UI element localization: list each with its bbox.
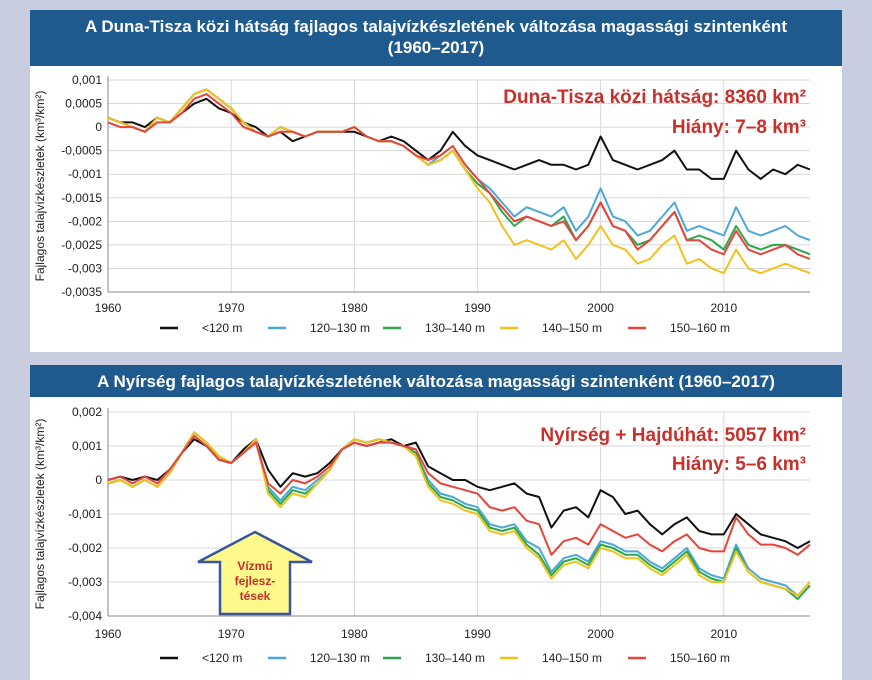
series-line-150-160-m <box>107 434 811 556</box>
y-tick-label: -0,0005 <box>61 144 102 158</box>
arrow-label: fejlesz- <box>235 574 276 588</box>
y-tick-label: 0,001 <box>72 439 102 453</box>
chart-1-subtitle: (1960–2017) <box>387 38 485 57</box>
y-tick-label: -0,002 <box>68 541 102 555</box>
x-tick-label: 1990 <box>464 301 491 315</box>
y-tick-label: -0,003 <box>68 575 102 589</box>
chart-panel-1 <box>30 10 842 352</box>
legend-label: 130–140 m <box>425 321 485 335</box>
legend-label: <120 m <box>202 651 242 665</box>
water-works-arrow <box>197 530 313 616</box>
series-line--120-m <box>107 97 811 180</box>
chart-panel-2 <box>30 365 842 680</box>
arrow-label: Vízmű <box>237 559 272 573</box>
y-tick-label: 0 <box>95 473 102 487</box>
legend-label: 130–140 m <box>425 651 485 665</box>
series-line-140-150-m <box>107 88 811 275</box>
chart-1-title-bar: A Duna-Tisza közi hátság fajlagos talajv… <box>30 10 842 66</box>
x-tick-label: 1970 <box>218 627 245 641</box>
y-tick-label: -0,001 <box>68 167 102 181</box>
series-line-130-140-m <box>107 88 811 256</box>
legend-label: <120 m <box>202 321 242 335</box>
legend-label: 120–130 m <box>310 321 370 335</box>
legend-label: 140–150 m <box>542 321 602 335</box>
chart-2-title-bar: A Nyírség fajlagos talajvízkészletének v… <box>30 365 842 397</box>
x-tick-label: 2010 <box>710 627 737 641</box>
y-tick-label: 0 <box>95 120 102 134</box>
x-tick-label: 2000 <box>587 627 614 641</box>
y-tick-label: -0,001 <box>68 507 102 521</box>
region-area-annotation: Duna-Tisza közi hátság: 8360 km² <box>503 87 806 108</box>
y-tick-label: -0,0015 <box>61 191 102 205</box>
series-line-140-150-m <box>107 431 811 597</box>
x-tick-label: 1990 <box>464 627 491 641</box>
y-tick-label: -0,003 <box>68 261 102 275</box>
chart-1-plot: 0,001 0,0005 0 -0,0005 -0,001 -0,0015 -0,002 -0… <box>33 73 811 335</box>
x-tick-label: 1970 <box>218 301 245 315</box>
y-tick-label: -0,0035 <box>61 285 102 299</box>
deficit-annotation: Hiány: 5–6 km³ <box>672 454 806 475</box>
x-tick-label: 2010 <box>710 301 737 315</box>
x-tick-label: 2000 <box>587 301 614 315</box>
legend-label: 120–130 m <box>310 651 370 665</box>
deficit-annotation: Hiány: 7–8 km³ <box>672 117 806 138</box>
x-tick-label: 1960 <box>95 627 122 641</box>
y-tick-label: -0,002 <box>68 214 102 228</box>
series-line-150-160-m <box>107 93 811 260</box>
legend-label: 140–150 m <box>542 651 602 665</box>
y-axis-label: Fajlagos talajvízkészletek (km³/km²) <box>33 419 47 610</box>
x-tick-label: 1960 <box>95 301 122 315</box>
y-tick-label: 0,002 <box>72 405 102 419</box>
y-axis-label: Fajlagos talajvízkészletek (km³/km²) <box>33 91 47 282</box>
legend-label: 150–160 m <box>670 321 730 335</box>
region-area-annotation: Nyírség + Hajdúhát: 5057 km² <box>540 425 806 446</box>
chart-1-title: A Duna-Tisza közi hátság fajlagos talajv… <box>85 17 787 36</box>
y-tick-label: 0,001 <box>72 73 102 87</box>
y-tick-label: 0,0005 <box>65 97 102 111</box>
series-line-120-130-m <box>107 88 811 242</box>
y-tick-label: -0,004 <box>68 609 102 623</box>
chart-2-title: A Nyírség fajlagos talajvízkészletének v… <box>97 372 775 391</box>
x-tick-label: 1980 <box>341 301 368 315</box>
y-tick-label: -0,0025 <box>61 238 102 252</box>
legend-label: 150–160 m <box>670 651 730 665</box>
chart-2-plot: 0,002 0,001 0 -0,001 -0,002 -0,003 -0,004 1960 1… <box>33 405 811 665</box>
x-tick-label: 1980 <box>341 627 368 641</box>
arrow-label: tések <box>240 589 271 603</box>
